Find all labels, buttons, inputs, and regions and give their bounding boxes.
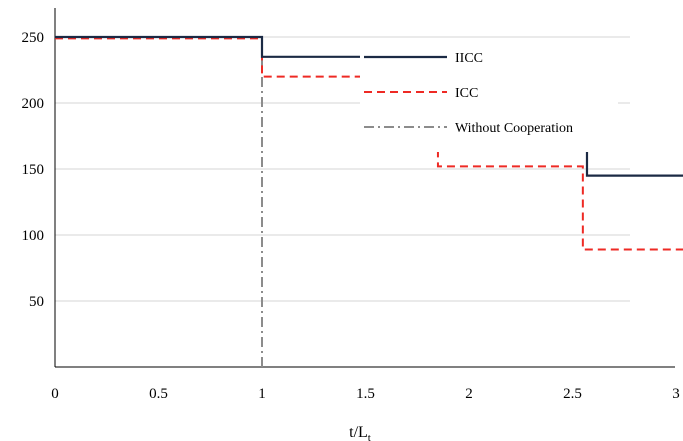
x-tick-label: 0: [51, 386, 59, 402]
axes: [54, 8, 675, 368]
legend-label: Without Cooperation: [455, 121, 573, 136]
x-tick-label: 1.5: [356, 386, 375, 402]
y-tick-label: 50: [29, 294, 44, 310]
x-tick-label: 1: [258, 386, 266, 402]
x-axis-label: t/Lt: [349, 424, 371, 441]
legend-background: [360, 40, 618, 152]
x-tick-label: 0.5: [149, 386, 168, 402]
legend-label: ICC: [455, 86, 478, 101]
x-axis-label-subscript: t: [368, 432, 371, 441]
legend: IICC ICC Without Cooperation: [360, 40, 618, 152]
y-tick-label: 250: [22, 30, 45, 46]
legend-label: IICC: [455, 51, 483, 66]
series-icc: [55, 37, 683, 251]
y-tick-label: 150: [22, 162, 45, 178]
x-tick-label: 3: [672, 386, 680, 402]
x-tick-label: 2: [465, 386, 473, 402]
x-tick-label: 2.5: [563, 386, 582, 402]
y-tick-label: 100: [22, 228, 45, 244]
y-tick-label: 200: [22, 96, 45, 112]
